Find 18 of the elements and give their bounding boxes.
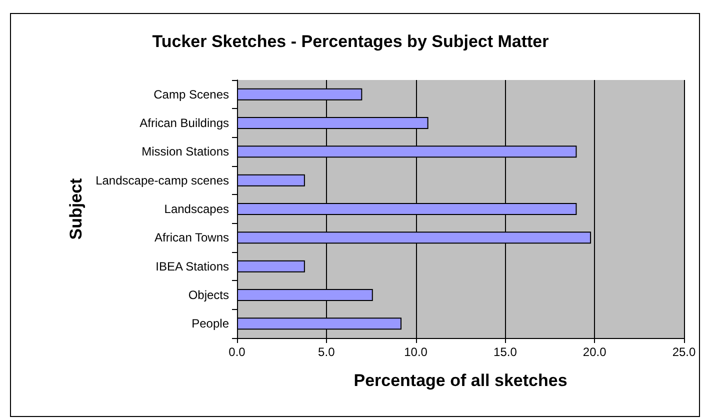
x-axis-title: Percentage of all sketches <box>354 371 568 390</box>
x-tick-label: 5.0 <box>318 345 336 359</box>
y-tick-label: African Buildings <box>140 116 229 130</box>
y-axis-title: Subject <box>66 178 86 240</box>
x-tick-label: 15.0 <box>494 345 518 359</box>
y-tick-label: People <box>192 316 230 331</box>
x-tick-label: 10.0 <box>404 345 428 359</box>
y-tick-label: Objects <box>188 288 229 302</box>
y-tick-label: Landscapes <box>164 202 229 216</box>
y-tick-label: Mission Stations <box>142 144 229 159</box>
x-tick-label: 0.0 <box>228 345 246 359</box>
x-tick-label: 25.0 <box>672 345 696 359</box>
y-tick-label: African Towns <box>154 230 229 245</box>
x-tick-label: 20.0 <box>582 345 607 359</box>
y-tick-label: Landscape-camp scenes <box>96 173 229 188</box>
y-tick-label: Camp Scenes <box>154 87 229 102</box>
y-tick-label: IBEA Stations <box>156 259 229 274</box>
chart-title: Tucker Sketches - Percentages by Subject Matter <box>152 32 550 51</box>
